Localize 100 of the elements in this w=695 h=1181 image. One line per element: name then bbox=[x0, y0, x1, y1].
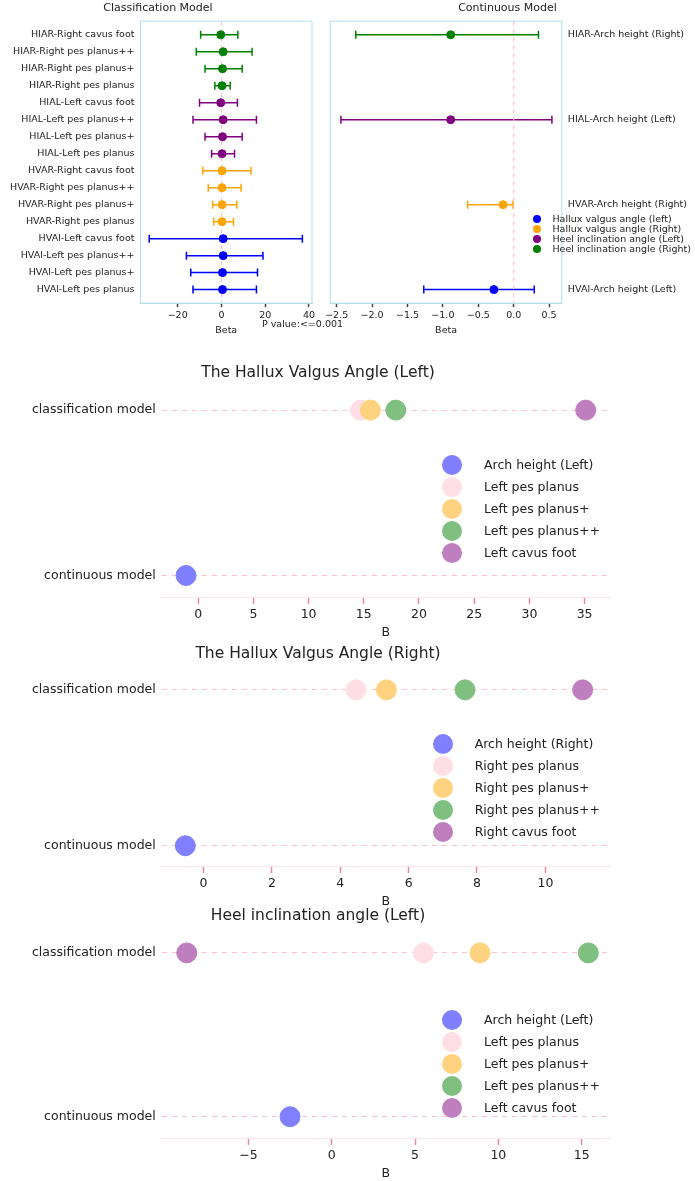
y-tick-label: HVAR-Arch height (Right) bbox=[567, 198, 688, 210]
y-tick-label: HVAR-Right pes planus+ bbox=[17, 198, 135, 210]
x-tick-label: 5 bbox=[411, 1146, 420, 1162]
y-tick-label: HIAR-Arch height (Right) bbox=[567, 28, 684, 40]
y-tick-label: HIAR-Right cavus foot bbox=[30, 28, 135, 40]
point bbox=[175, 565, 197, 586]
x-tick-label: 35 bbox=[576, 605, 593, 621]
x-tick-label: 15 bbox=[355, 605, 372, 621]
point bbox=[454, 679, 476, 701]
x-tick-label: −1.0 bbox=[431, 309, 455, 321]
x-tick-label: 0 bbox=[327, 1146, 336, 1162]
x-tick-label: 0 bbox=[218, 309, 225, 321]
legend-label: Left pes planus+ bbox=[484, 1055, 590, 1071]
x-tick-label: −20 bbox=[167, 309, 188, 321]
y-tick-label: HVAR-Right pes planus bbox=[25, 215, 135, 227]
x-tick-label: 40 bbox=[302, 309, 315, 321]
chart-title: Continuous Model bbox=[458, 1, 557, 15]
legend-label: Right pes planus+ bbox=[474, 779, 590, 795]
y-tick-label: continuous model bbox=[44, 836, 156, 852]
text: The Hallux Valgus Angle (Left) bbox=[200, 363, 435, 382]
x-tick-label: 4 bbox=[336, 874, 345, 890]
y-tick-label: HVAl-Left pes planus++ bbox=[20, 249, 135, 261]
point bbox=[176, 942, 198, 964]
x-tick-label: 0.0 bbox=[506, 309, 522, 321]
legend-label: Hallux valgus angle (Right) bbox=[552, 223, 682, 235]
legend-label: Heel inclination angle (Left) bbox=[552, 233, 684, 245]
legend-label: Right pes planus bbox=[474, 757, 580, 773]
point bbox=[375, 679, 397, 701]
point bbox=[174, 835, 196, 857]
x-tick-label: 30 bbox=[521, 605, 538, 621]
x-tick-label: −5 bbox=[239, 1146, 258, 1162]
point bbox=[572, 679, 594, 701]
y-tick-label: HVAl-Arch height (Left) bbox=[567, 283, 677, 295]
x-tick-label: 10 bbox=[537, 874, 554, 890]
x-tick-label: 8 bbox=[473, 874, 482, 890]
x-tick-label: 20 bbox=[411, 605, 427, 621]
legend-label: Hallux valgus angle (left) bbox=[552, 213, 672, 225]
y-tick-label: HIAR-Right pes planus bbox=[29, 79, 135, 91]
legend-label: Left pes planus+ bbox=[484, 500, 590, 516]
x-tick-label: −2.5 bbox=[325, 309, 349, 321]
y-tick-label: HIAR-Right pes planus++ bbox=[13, 45, 135, 57]
y-tick-label: HIAR-Right pes planus+ bbox=[21, 62, 135, 74]
legend-label: Arch height (Right) bbox=[474, 735, 594, 751]
y-tick-label: HIAL-Left pes planus++ bbox=[21, 113, 135, 125]
y-tick-label: classification model bbox=[32, 681, 156, 697]
legend-label: Left pes planus bbox=[484, 478, 580, 494]
x-tick-label: 10 bbox=[300, 605, 317, 621]
point bbox=[412, 942, 434, 964]
legend-label: Left cavus foot bbox=[484, 544, 577, 560]
x-tick-label: 10 bbox=[490, 1146, 507, 1162]
x-tick-label: 25 bbox=[466, 605, 483, 621]
point bbox=[279, 1106, 301, 1128]
y-tick-label: classification model bbox=[32, 401, 156, 417]
legend-label: Right cavus foot bbox=[474, 823, 577, 839]
x-tick-label: −1.5 bbox=[395, 309, 420, 321]
legend-label: Left pes planus++ bbox=[484, 1077, 600, 1093]
legend-label: Arch height (Left) bbox=[484, 456, 594, 472]
y-tick-label: HIAL-Left cavus foot bbox=[39, 96, 135, 108]
text: The Hallux Valgus Angle (Right) bbox=[194, 644, 441, 663]
y-tick-label: continuous model bbox=[44, 1107, 156, 1123]
legend-label: Left pes planus++ bbox=[484, 522, 600, 538]
legend-label: Right pes planus++ bbox=[474, 801, 600, 817]
y-tick-label: classification model bbox=[32, 944, 156, 960]
x-tick-label: −2.0 bbox=[360, 309, 384, 321]
point bbox=[469, 942, 491, 964]
x-axis-title: Beta bbox=[215, 323, 238, 335]
x-axis-title: Beta bbox=[435, 323, 458, 335]
x-tick-label: −0.5 bbox=[466, 309, 490, 321]
legend-label: Arch height (Left) bbox=[484, 1011, 594, 1027]
x-tick-label: 20 bbox=[259, 309, 272, 321]
chart-title: Classification Model bbox=[103, 1, 213, 15]
y-tick-label: HIAL-Arch height (Left) bbox=[567, 113, 676, 125]
point bbox=[575, 399, 597, 421]
text: Heel inclination angle (Left) bbox=[210, 906, 426, 925]
x-tick-label: 0.5 bbox=[541, 309, 557, 321]
legend-label: Left pes planus bbox=[484, 1033, 580, 1049]
y-tick-label: continuous model bbox=[44, 566, 156, 582]
legend-label: Heel inclination angle (Right) bbox=[552, 243, 691, 255]
x-tick-label: 2 bbox=[267, 874, 276, 890]
annotation: P value:<=0.001 bbox=[262, 318, 344, 329]
y-tick-label: HIAL-Left pes planus bbox=[37, 147, 135, 159]
x-tick-label: 0 bbox=[194, 605, 203, 621]
point bbox=[359, 399, 381, 421]
point bbox=[385, 399, 407, 421]
point bbox=[577, 942, 599, 964]
y-tick-label: HVAl-Left pes planus+ bbox=[28, 266, 135, 278]
x-axis-title: B bbox=[381, 1164, 391, 1180]
y-tick-label: HVAR-Right pes planus++ bbox=[9, 181, 135, 193]
x-tick-label: 0 bbox=[199, 874, 208, 890]
x-axis-title: B bbox=[381, 892, 391, 908]
y-tick-label: HVAl-Left cavus foot bbox=[38, 232, 135, 244]
x-tick-label: 6 bbox=[404, 874, 413, 890]
x-tick-label: 15 bbox=[573, 1146, 590, 1162]
y-tick-label: HVAR-Right cavus foot bbox=[27, 164, 135, 176]
x-tick-label: 5 bbox=[249, 605, 258, 621]
x-axis-title: B bbox=[381, 623, 391, 639]
y-tick-label: HIAL-Left pes planus+ bbox=[29, 130, 135, 142]
point bbox=[345, 679, 367, 701]
y-tick-label: HVAl-Left pes planus bbox=[36, 283, 135, 295]
legend-label: Left cavus foot bbox=[484, 1099, 577, 1115]
